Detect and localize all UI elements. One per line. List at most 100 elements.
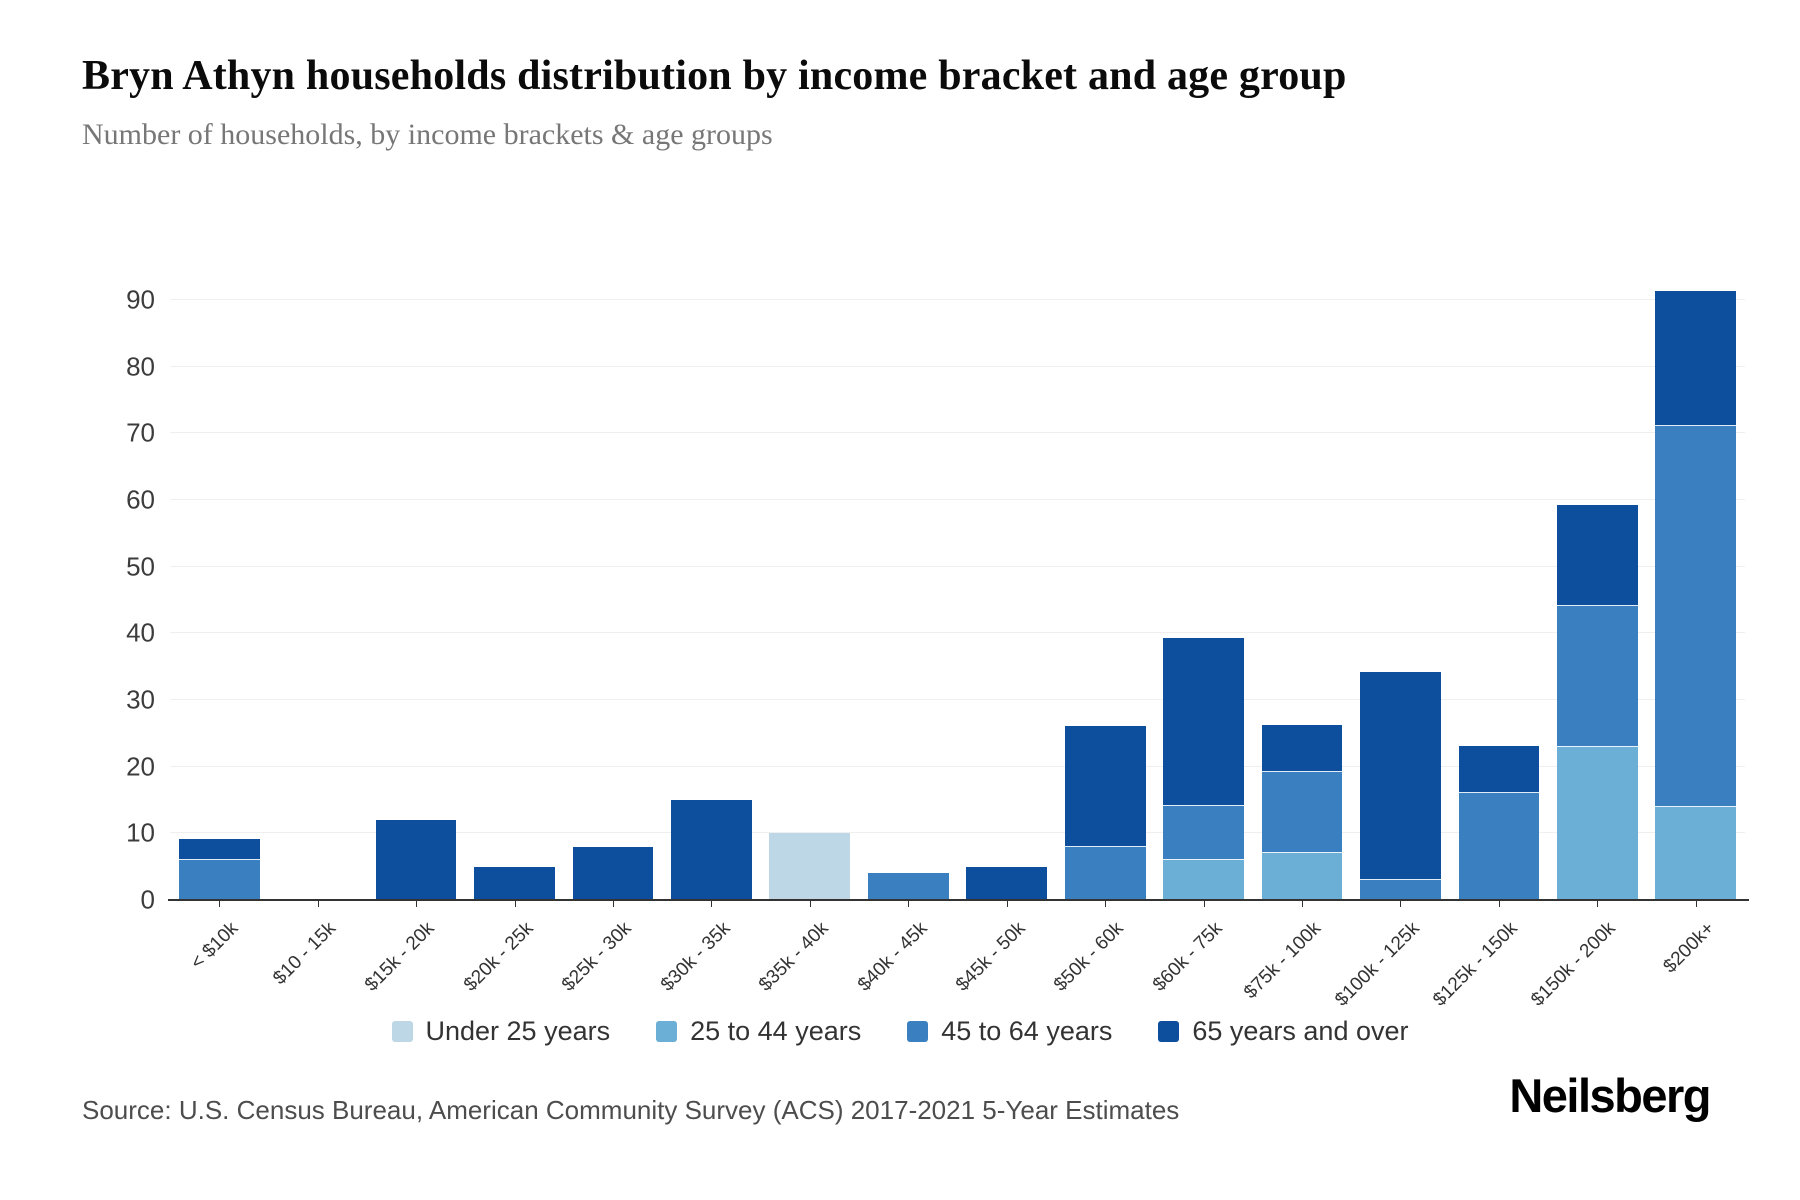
x-axis-label: $125k - 150k — [1429, 918, 1522, 1011]
bar-segment[interactable] — [178, 839, 260, 859]
bar-segment[interactable] — [572, 846, 654, 900]
bar-segment[interactable] — [1360, 879, 1441, 900]
chart-title: Bryn Athyn households distribution by in… — [82, 53, 1347, 99]
bar-75k-100k[interactable] — [1261, 724, 1343, 900]
legend-swatch-icon — [1158, 1021, 1180, 1042]
bar-15k-20k[interactable] — [375, 820, 457, 900]
bar-segment[interactable] — [1163, 804, 1244, 859]
bar-segment[interactable] — [1064, 725, 1146, 846]
legend-item-under-25-years[interactable]: Under 25 years — [391, 1016, 611, 1047]
y-tick-label: 10 — [126, 817, 155, 848]
bar-25k-30k[interactable] — [572, 846, 654, 900]
x-tick — [612, 900, 614, 907]
x-axis-label: $50k - 60k — [1050, 918, 1129, 996]
bar-segment[interactable] — [1163, 859, 1244, 900]
gridline — [170, 499, 1745, 500]
y-tick-label: 70 — [126, 417, 155, 448]
gridline — [170, 565, 1745, 567]
source-note: Source: U.S. Census Bureau, American Com… — [82, 1095, 1180, 1125]
neilsberg-logo: Neilsberg — [1509, 1069, 1711, 1122]
x-axis-label: < $10k — [186, 918, 243, 974]
bar-35k-40k[interactable] — [769, 833, 851, 900]
bar-segment[interactable] — [966, 866, 1048, 900]
bar-100k-125k[interactable] — [1360, 672, 1441, 900]
chart-legend: Under 25 years 25 to 44 years 45 to 64 yea… — [0, 1016, 1800, 1047]
x-tick — [711, 900, 713, 907]
bar-segment[interactable] — [1655, 805, 1737, 900]
x-axis-label: $45k - 50k — [951, 918, 1030, 996]
bar-segment[interactable] — [375, 820, 457, 900]
bar-segment[interactable] — [867, 873, 949, 900]
x-tick — [1400, 900, 1402, 907]
bar-segment[interactable] — [1655, 424, 1737, 806]
bar-segment[interactable] — [1360, 672, 1441, 879]
legend-label: Under 25 years — [425, 1016, 611, 1046]
x-tick — [416, 900, 418, 907]
bar-45k-50k[interactable] — [966, 866, 1048, 900]
x-tick — [1105, 900, 1107, 907]
bar-segment[interactable] — [1261, 724, 1343, 772]
bar-segment[interactable] — [1261, 852, 1343, 900]
y-tick-label: 80 — [126, 351, 155, 382]
bar-60k-75k[interactable] — [1163, 638, 1244, 900]
bar-segment[interactable] — [1556, 745, 1638, 900]
bar-segment[interactable] — [1556, 504, 1638, 605]
bar-segment[interactable] — [474, 866, 555, 900]
bar-segment[interactable] — [178, 859, 260, 900]
x-axis-label: $20k - 25k — [459, 918, 538, 996]
legend-item-25-to-44-years[interactable]: 25 to 44 years — [656, 1016, 861, 1047]
legend-swatch-icon — [391, 1021, 413, 1042]
bar-125k-150k[interactable] — [1458, 745, 1540, 900]
x-axis-label: $200k+ — [1659, 918, 1719, 978]
x-tick — [1597, 900, 1599, 907]
x-tick — [514, 900, 516, 907]
x-axis-label: $100k - 125k — [1330, 918, 1424, 1011]
bar-segment[interactable] — [1458, 745, 1540, 793]
chart-subtitle: Number of households, by income brackets… — [82, 118, 773, 151]
bar-50k-60k[interactable] — [1064, 725, 1146, 900]
legend-swatch-icon — [907, 1021, 929, 1042]
bar-segment[interactable] — [1261, 771, 1343, 853]
x-tick — [908, 900, 910, 907]
bar-segment[interactable] — [671, 800, 752, 900]
bar-150k-200k[interactable] — [1556, 504, 1638, 900]
bar-200k[interactable] — [1655, 291, 1737, 900]
legend-item-65-years-and-over[interactable]: 65 years and over — [1158, 1016, 1409, 1047]
bar-segment[interactable] — [1655, 291, 1737, 425]
y-tick-label: 30 — [126, 684, 155, 715]
legend-label: 65 years and over — [1192, 1016, 1409, 1046]
x-tick — [1203, 900, 1205, 907]
x-tick — [809, 900, 811, 907]
x-axis-label: $60k - 75k — [1148, 918, 1227, 996]
gridline — [170, 432, 1745, 434]
y-tick-label: 40 — [126, 617, 155, 648]
x-axis-label: $75k - 100k — [1239, 918, 1325, 1004]
legend-item-45-to-64-years[interactable]: 45 to 64 years — [907, 1016, 1112, 1047]
y-tick-label: 50 — [126, 551, 155, 582]
legend-label: 45 to 64 years — [941, 1016, 1113, 1046]
bar-segment[interactable] — [1064, 845, 1146, 900]
bar-segment[interactable] — [769, 833, 851, 900]
bar-20k-25k[interactable] — [474, 866, 555, 900]
y-tick-label: 20 — [126, 751, 155, 782]
bar-30k-35k[interactable] — [671, 800, 752, 900]
bar-segment[interactable] — [1163, 638, 1244, 805]
gridline — [170, 299, 1745, 300]
y-tick-label: 90 — [126, 284, 155, 315]
x-tick — [219, 900, 221, 907]
x-axis-label: $40k - 45k — [853, 918, 932, 996]
legend-swatch-icon — [656, 1021, 678, 1042]
gridline — [170, 632, 1745, 634]
y-tick-label: 60 — [126, 484, 155, 515]
bar-segment[interactable] — [1458, 792, 1540, 900]
x-axis-label: $35k - 40k — [755, 918, 833, 996]
x-tick — [1498, 900, 1500, 907]
bar-40k-45k[interactable] — [867, 873, 949, 900]
x-axis-label: $15k - 20k — [361, 918, 439, 996]
gridline — [170, 832, 1745, 834]
bar-10k[interactable] — [178, 839, 260, 900]
bar-segment[interactable] — [1556, 604, 1638, 746]
x-tick — [1302, 900, 1304, 907]
gridline — [170, 365, 1745, 367]
